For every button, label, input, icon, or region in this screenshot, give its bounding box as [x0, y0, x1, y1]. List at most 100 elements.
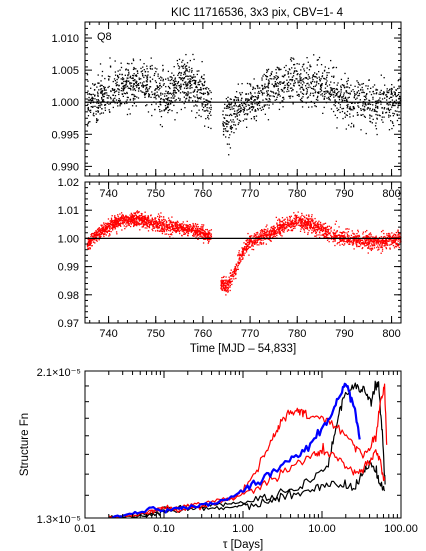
data-point — [289, 83, 292, 85]
data-point — [151, 219, 154, 221]
data-point — [225, 279, 227, 281]
data-point — [132, 79, 134, 82]
data-point — [235, 268, 237, 270]
data-point — [226, 105, 228, 108]
data-point — [174, 230, 176, 232]
data-point — [186, 220, 188, 223]
data-point — [237, 123, 239, 126]
data-point — [288, 225, 290, 227]
data-point — [359, 99, 361, 101]
data-point — [254, 99, 256, 101]
data-point — [333, 91, 335, 94]
data-point — [236, 114, 238, 116]
data-point — [92, 241, 94, 243]
data-point — [316, 64, 318, 66]
data-point — [102, 99, 104, 102]
data-point — [176, 88, 179, 91]
data-point — [156, 88, 158, 90]
data-point — [377, 245, 379, 247]
data-point — [132, 219, 134, 221]
data-point — [180, 86, 182, 88]
data-point — [336, 107, 338, 109]
data-point — [348, 243, 350, 245]
data-point — [303, 82, 305, 84]
data-point — [135, 216, 138, 218]
data-point — [330, 227, 332, 229]
data-point — [322, 225, 324, 227]
data-point — [127, 87, 129, 89]
data-point — [321, 224, 323, 226]
data-point — [199, 230, 202, 232]
data-point — [394, 91, 396, 94]
data-point — [296, 78, 298, 80]
data-point — [200, 228, 202, 230]
data-point — [126, 91, 128, 94]
data-point — [346, 100, 349, 102]
data-point — [123, 218, 125, 221]
data-point — [253, 78, 255, 80]
data-point — [352, 242, 354, 244]
data-point — [248, 99, 250, 102]
data-point — [200, 229, 202, 231]
data-point — [127, 221, 129, 224]
data-point — [100, 228, 102, 230]
data-point — [174, 223, 176, 225]
data-point — [310, 223, 312, 225]
data-point — [309, 220, 311, 222]
data-point — [193, 90, 195, 93]
data-point — [134, 212, 136, 215]
data-point — [202, 87, 205, 90]
data-point — [299, 78, 301, 80]
data-point — [179, 86, 181, 88]
data-point — [371, 239, 373, 241]
data-point — [227, 290, 229, 292]
data-point — [111, 215, 113, 217]
data-point — [195, 224, 197, 226]
data-point — [252, 245, 254, 247]
data-point — [369, 91, 371, 93]
data-point — [140, 78, 142, 80]
data-point — [102, 226, 105, 228]
data-point — [372, 241, 375, 243]
data-point — [307, 96, 310, 98]
data-point — [307, 74, 310, 76]
data-point — [275, 85, 278, 87]
data-point — [188, 71, 190, 73]
data-point — [200, 92, 203, 95]
data-point — [331, 88, 333, 91]
data-point — [129, 98, 132, 101]
data-point — [257, 235, 259, 238]
data-point — [142, 219, 145, 222]
data-point — [335, 66, 338, 69]
data-point — [170, 93, 173, 95]
data-point — [117, 226, 119, 228]
data-point — [198, 227, 200, 230]
data-point — [177, 228, 179, 230]
data-point — [289, 79, 291, 81]
data-point — [115, 99, 118, 101]
data-point — [260, 109, 263, 111]
data-point — [324, 66, 326, 68]
data-point — [350, 236, 352, 239]
data-point — [148, 221, 150, 223]
data-point — [179, 77, 181, 79]
data-point — [393, 241, 395, 243]
data-point — [93, 236, 95, 239]
data-point — [311, 229, 313, 231]
data-point — [273, 78, 275, 80]
data-point — [286, 216, 288, 219]
data-point — [357, 239, 360, 242]
data-point — [188, 224, 191, 226]
data-point — [117, 88, 119, 90]
data-point — [333, 234, 335, 236]
data-point — [240, 108, 242, 110]
data-point — [316, 80, 318, 83]
data-point — [237, 105, 239, 108]
data-point — [197, 230, 200, 233]
data-point — [301, 226, 303, 229]
data-point — [327, 228, 329, 231]
data-point — [278, 229, 280, 231]
data-point — [255, 239, 257, 241]
data-point — [306, 226, 309, 228]
data-point — [122, 78, 125, 80]
